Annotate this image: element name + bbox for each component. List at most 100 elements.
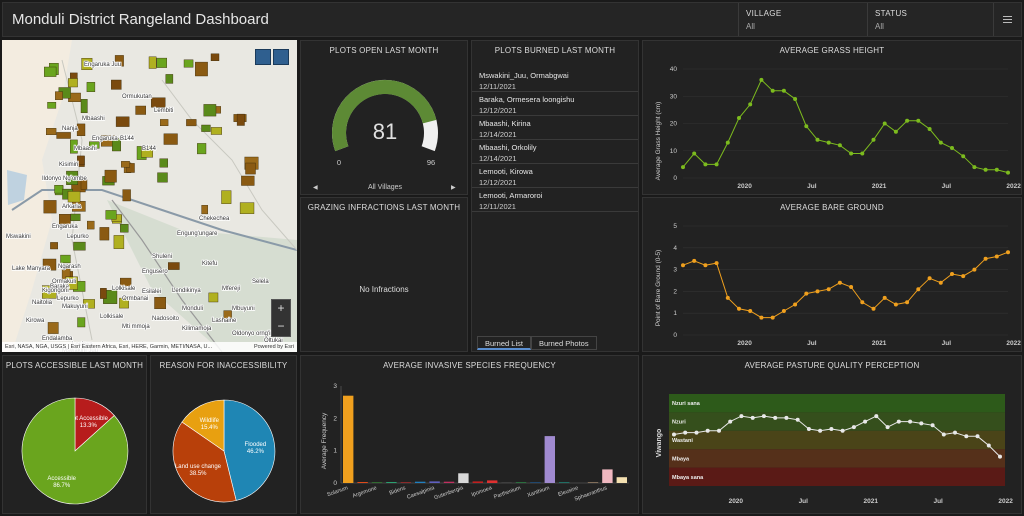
- data-point[interactable]: [882, 295, 887, 300]
- plot-marker[interactable]: [81, 58, 93, 71]
- menu-icon[interactable]: [993, 3, 1021, 36]
- data-point[interactable]: [1006, 250, 1010, 255]
- plot-marker[interactable]: [183, 59, 194, 68]
- plot-marker[interactable]: [60, 254, 71, 264]
- data-point[interactable]: [692, 151, 697, 156]
- data-point[interactable]: [983, 167, 988, 172]
- map-basemap-icon[interactable]: [273, 49, 289, 65]
- pie-slice[interactable]: [181, 399, 225, 452]
- plot-marker[interactable]: [42, 285, 57, 299]
- data-point[interactable]: [927, 127, 932, 131]
- data-point[interactable]: [950, 146, 954, 150]
- plot-marker[interactable]: [239, 202, 255, 214]
- data-point[interactable]: [694, 430, 699, 435]
- data-point[interactable]: [781, 309, 786, 313]
- plot-marker[interactable]: [210, 53, 220, 62]
- plot-marker[interactable]: [221, 190, 232, 204]
- bar[interactable]: [602, 469, 613, 483]
- data-point[interactable]: [893, 129, 898, 134]
- plot-marker[interactable]: [67, 191, 81, 203]
- plot-marker[interactable]: [148, 56, 157, 69]
- data-point[interactable]: [874, 414, 879, 419]
- burned-list-item[interactable]: Mbaashi, Kirina 12/14/2021: [472, 116, 638, 140]
- plot-marker[interactable]: [154, 297, 167, 310]
- plot-marker[interactable]: [126, 163, 135, 173]
- data-point[interactable]: [860, 151, 865, 156]
- bar[interactable]: [501, 482, 512, 483]
- data-point[interactable]: [781, 88, 786, 93]
- plot-marker[interactable]: [88, 141, 100, 149]
- data-point[interactable]: [795, 417, 800, 422]
- data-point[interactable]: [840, 428, 845, 433]
- data-point[interactable]: [793, 97, 798, 101]
- data-point[interactable]: [938, 140, 943, 145]
- data-point[interactable]: [950, 272, 954, 276]
- bar[interactable]: [559, 482, 570, 483]
- bar[interactable]: [386, 482, 397, 483]
- bar[interactable]: [616, 477, 627, 483]
- data-point[interactable]: [683, 430, 688, 435]
- plot-marker[interactable]: [105, 210, 117, 220]
- grass-height-chart[interactable]: Average Grass Height (cm) 0 10 20 30 40 2020 J…: [643, 41, 1023, 196]
- plot-marker[interactable]: [77, 317, 86, 328]
- data-point[interactable]: [916, 287, 921, 292]
- data-point[interactable]: [908, 419, 913, 424]
- data-point[interactable]: [930, 423, 935, 428]
- data-point[interactable]: [714, 261, 719, 266]
- plot-marker[interactable]: [56, 132, 71, 139]
- data-point[interactable]: [737, 306, 741, 311]
- plot-marker[interactable]: [223, 310, 232, 320]
- data-point[interactable]: [998, 454, 1002, 459]
- data-point[interactable]: [905, 118, 910, 123]
- data-point[interactable]: [770, 315, 775, 320]
- plot-marker[interactable]: [159, 119, 169, 127]
- tab-burned-photos[interactable]: Burned Photos: [530, 336, 597, 350]
- tab-burned-list[interactable]: Burned List: [477, 336, 531, 350]
- plot-marker[interactable]: [69, 139, 78, 154]
- data-point[interactable]: [681, 165, 685, 170]
- plot-marker[interactable]: [135, 105, 147, 115]
- bar[interactable]: [472, 481, 483, 483]
- bar[interactable]: [573, 482, 584, 483]
- next-village-button[interactable]: ▶: [451, 185, 456, 191]
- plot-marker[interactable]: [241, 175, 255, 186]
- plot-marker[interactable]: [115, 116, 130, 127]
- burned-list[interactable]: Mswakini_Juu, Ormabgwai 12/11/2021 Baraka…: [472, 68, 638, 212]
- data-point[interactable]: [717, 428, 721, 433]
- data-point[interactable]: [725, 140, 730, 145]
- data-point[interactable]: [703, 263, 708, 268]
- plot-marker[interactable]: [163, 133, 178, 145]
- data-point[interactable]: [826, 140, 831, 145]
- plot-marker[interactable]: [236, 113, 245, 126]
- plot-marker[interactable]: [119, 297, 129, 309]
- plot-marker[interactable]: [165, 74, 174, 84]
- data-point[interactable]: [905, 300, 910, 305]
- plot-marker[interactable]: [186, 119, 197, 127]
- bar[interactable]: [458, 473, 469, 483]
- data-point[interactable]: [893, 302, 898, 307]
- data-point[interactable]: [804, 124, 809, 129]
- bar[interactable]: [487, 480, 498, 483]
- plot-marker[interactable]: [122, 189, 131, 202]
- plot-marker[interactable]: [66, 170, 79, 186]
- plot-marker[interactable]: [70, 213, 81, 221]
- data-point[interactable]: [815, 289, 820, 294]
- data-point[interactable]: [739, 414, 744, 419]
- burned-list-item[interactable]: Mbaashi, Orkolily 12/14/2021: [472, 140, 638, 164]
- plot-marker[interactable]: [159, 158, 169, 168]
- plot-marker[interactable]: [86, 82, 96, 92]
- data-point[interactable]: [773, 415, 778, 420]
- plot-marker[interactable]: [120, 224, 129, 233]
- data-point[interactable]: [759, 77, 764, 82]
- plot-marker[interactable]: [65, 276, 78, 290]
- data-point[interactable]: [750, 415, 755, 420]
- data-point[interactable]: [818, 428, 823, 433]
- data-point[interactable]: [885, 425, 890, 430]
- data-point[interactable]: [961, 154, 966, 159]
- plot-marker[interactable]: [54, 184, 64, 194]
- plot-marker[interactable]: [111, 79, 122, 90]
- village-filter[interactable]: VILLAGE All: [738, 3, 866, 36]
- bar[interactable]: [587, 482, 599, 483]
- plot-marker[interactable]: [156, 57, 168, 68]
